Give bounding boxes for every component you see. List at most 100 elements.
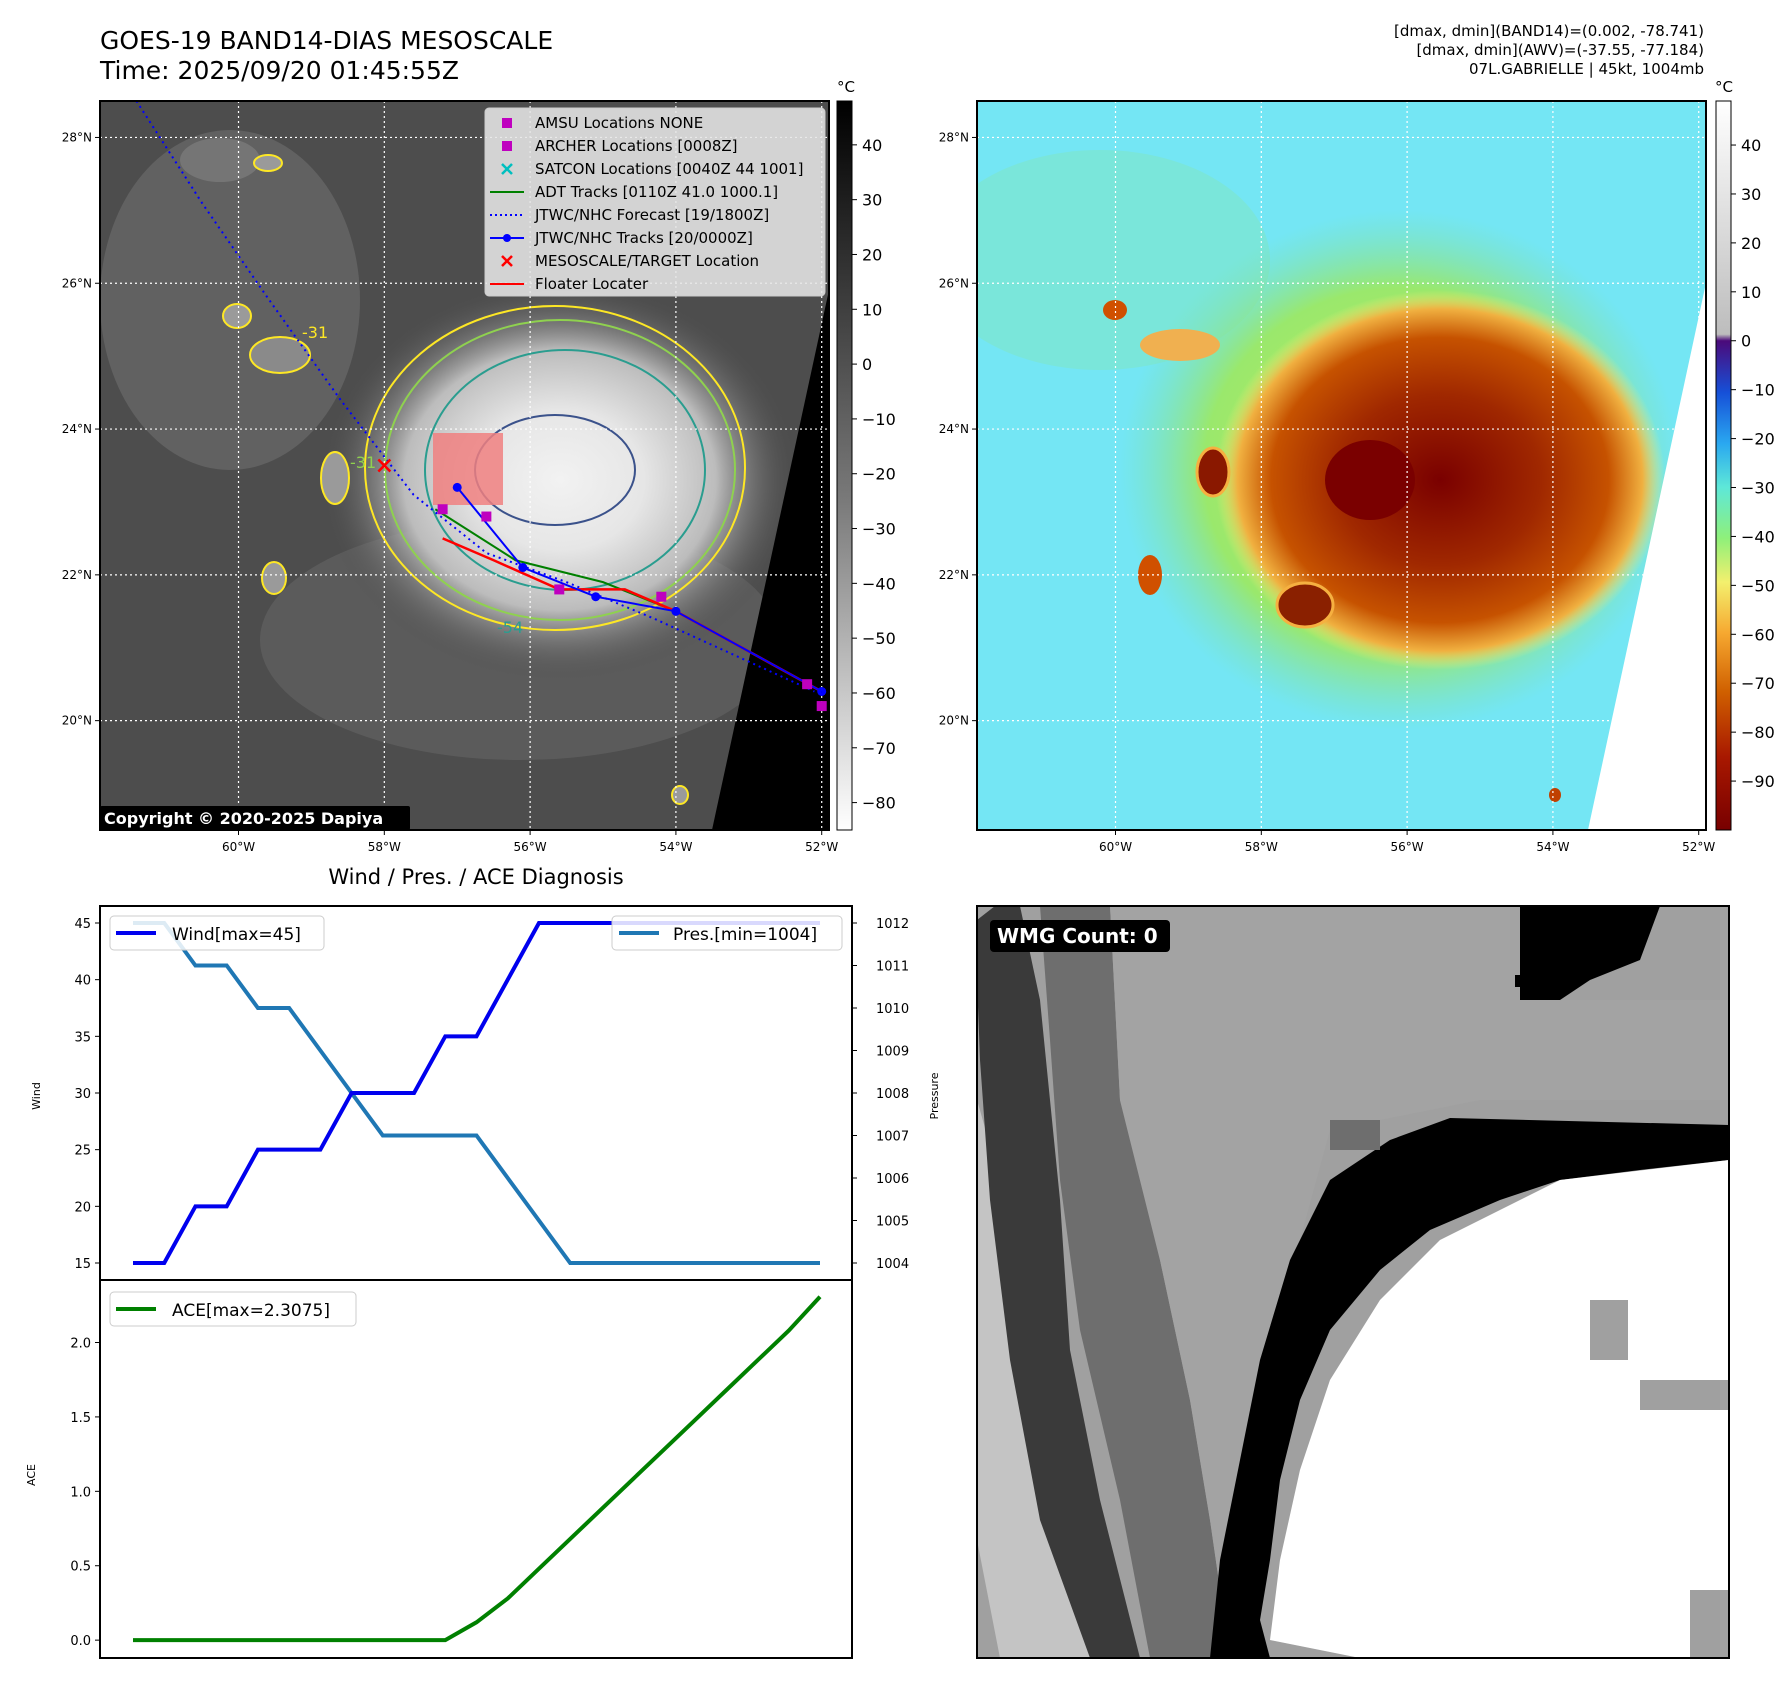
forecast-track-line: [135, 101, 815, 693]
colorbar-tick-label: −20: [862, 465, 896, 484]
wind-legend-box: [109, 915, 325, 951]
wmg-region: [1515, 975, 1535, 987]
colorbar-left-ticks: 40 30 20 10 0 −10 −20 −30 −40 −50 −60 −70 −80: [852, 136, 896, 813]
nhc-track-point: [518, 563, 528, 573]
wind-ytick-label: 40: [74, 974, 91, 989]
wmg-region: [1640, 1380, 1729, 1410]
legend-marker: [502, 141, 512, 151]
ace-series: [133, 1295, 822, 1643]
ir-contour: [320, 451, 350, 505]
lon-tick-label: 54°W: [1536, 840, 1569, 854]
legend-label: AMSU Locations NONE: [535, 114, 703, 132]
colorbar-tick-label: 40: [862, 136, 882, 155]
archer-point: [656, 591, 667, 602]
target-location-marker: [377, 458, 392, 473]
colorbar-tick-label: 20: [1741, 234, 1761, 253]
awv-nodata-wedge: [1588, 283, 1706, 830]
colorbar-tick-label: 30: [862, 191, 882, 210]
colorbar-tick-label: −50: [1741, 576, 1775, 595]
ir-tracks: [135, 101, 827, 712]
wind-pressure-plot-area: [100, 906, 852, 1280]
ir-frame: [99, 100, 830, 831]
colorbar-left-unit: °C: [837, 78, 855, 96]
lat-tick-label: 28°N: [939, 130, 969, 144]
ir-image-panel: -31 -31 -54: [100, 101, 829, 830]
copyright-text: Copyright © 2020-2025 Dapiya: [104, 809, 383, 828]
wmg-badge-bg: [990, 920, 1170, 952]
wmg-region: [1690, 1590, 1729, 1658]
nhc-track-point: [591, 592, 601, 602]
ir-cloud-band: [100, 130, 360, 470]
colorbar-tick-label: −80: [862, 794, 896, 813]
colorbar-tick-label: −30: [1741, 479, 1775, 498]
nhc-track-point: [671, 606, 681, 616]
copyright-bg: [100, 806, 410, 830]
ir-contour: [364, 305, 746, 631]
ir-contour: [384, 319, 736, 621]
colorbar-tick-label: −30: [862, 520, 896, 539]
colorbar-tick-label: 30: [1741, 185, 1761, 204]
colorbar-right-unit: °C: [1715, 78, 1733, 96]
archer-point: [816, 701, 827, 712]
colorbar-tick-label: −70: [1741, 674, 1775, 693]
wind-ytick-label: 35: [74, 1030, 91, 1045]
colorbar-tick-label: 10: [1741, 283, 1761, 302]
ace-ytick-label: 1.0: [70, 1485, 91, 1500]
ace-ytick-label: 2.0: [70, 1337, 91, 1352]
pressure-ytick-label: 1004: [876, 1257, 909, 1272]
colorbar-tick-label: −60: [1741, 625, 1775, 644]
colorbar-tick-label: −90: [1741, 772, 1775, 791]
archer-point: [802, 679, 813, 690]
archer-point: [481, 511, 492, 522]
title-line-2: Time: 2025/09/20 01:45:55Z: [100, 56, 459, 85]
wind-pressure-chart: 15 20 25 30 35 40 45 1004 1005 1006 1007 1008 1009 10…: [30, 905, 941, 1281]
copyright-badge: Copyright © 2020-2025 Dapiya: [100, 806, 410, 830]
pressure-ytick-label: 1008: [876, 1087, 909, 1102]
nhc-track-point: [452, 482, 462, 492]
legend-label: MESOSCALE/TARGET Location: [535, 252, 759, 270]
legend-marker-dot: [503, 234, 511, 242]
wind-pressure-axes: 15 20 25 30 35 40 45 1004 1005 1006 1007 1008 1009 10…: [74, 917, 909, 1272]
diagnosis-title: Wind / Pres. / ACE Diagnosis: [328, 865, 623, 889]
pressure-ytick-label: 1012: [876, 917, 909, 932]
legend-marker: [501, 255, 513, 267]
colorbar-right-ticks: 40 30 20 10 0 −10 −20 −30 −40 −50 −60 −70 −80 −90: [1731, 136, 1775, 791]
ace-series-line: [133, 1295, 822, 1643]
title-line-1: GOES-19 BAND14-DIAS MESOSCALE: [100, 26, 554, 55]
colorbar-tick-label: 0: [862, 355, 872, 374]
lat-tick-label: 22°N: [939, 568, 969, 582]
colorbar-tick-label: −10: [862, 410, 896, 429]
stats-line-1: [dmax, dmin](BAND14)=(0.002, -78.741): [1393, 22, 1704, 40]
colorbar-tick-label: −20: [1741, 430, 1775, 449]
lon-tick-label: 60°W: [1099, 840, 1132, 854]
colorbar-tick-label: −40: [862, 574, 896, 593]
pressure-ytick-label: 1007: [876, 1130, 909, 1145]
lon-tick-label: 56°W: [514, 840, 547, 854]
stats-block: [dmax, dmin](BAND14)=(0.002, -78.741) [dm…: [1394, 22, 1704, 79]
lat-tick-label: 24°N: [939, 422, 969, 436]
legend-label: JTWC/NHC Forecast [19/1800Z]: [534, 206, 769, 224]
legend-label: ADT Tracks [0110Z 41.0 1000.1]: [535, 183, 778, 201]
wind-legend-label: Wind[max=45]: [172, 925, 301, 945]
stats-line-2: [dmax, dmin](AWV)=(-37.55, -77.184): [1416, 41, 1704, 59]
ace-axis-label: ACE: [25, 1464, 38, 1486]
mesoscale-box: [433, 433, 503, 505]
awv-cell: [1195, 446, 1231, 498]
lat-tick-label: 24°N: [62, 422, 92, 436]
colorbar-right: °C 40 30 20 10 0 −10 −20 −30 −40 −50 −60 −70 −80 −90: [1715, 78, 1775, 831]
ace-legend-label: ACE[max=2.3075]: [172, 1301, 330, 1321]
pressure-axis-label: Pressure: [928, 1072, 941, 1119]
wmg-region: [977, 906, 1140, 1658]
nhc-track-point: [817, 686, 827, 696]
ace-axes: 0.0 0.5 1.0 1.5 2.0: [70, 1337, 100, 1649]
lat-tick-label: 26°N: [62, 276, 92, 290]
ir-contour: [249, 336, 311, 374]
wmg-region: [1040, 906, 1230, 1658]
colorbar-tick-label: −10: [1741, 381, 1775, 400]
pressure-ytick-label: 1011: [876, 960, 909, 975]
lat-tick-label: 20°N: [62, 714, 92, 728]
wind-ytick-label: 15: [74, 1257, 91, 1272]
colorbar-tick-label: −50: [862, 629, 896, 648]
awv-frame: [976, 100, 1707, 831]
